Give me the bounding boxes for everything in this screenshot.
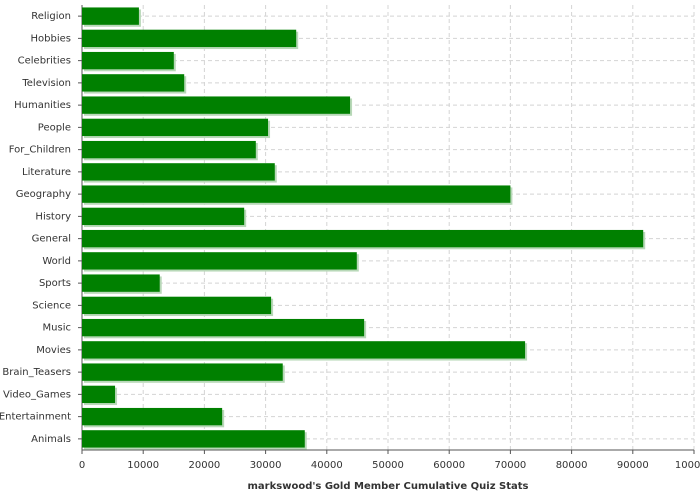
- x-tick-label: 100000: [675, 460, 700, 471]
- y-tick-label: Hobbies: [31, 33, 71, 44]
- bar: [82, 96, 351, 114]
- bar: [82, 229, 644, 248]
- y-tick-label: Humanities: [14, 100, 71, 111]
- y-tick-label: Entertainment: [0, 412, 71, 423]
- bar: [82, 430, 305, 448]
- bar: [82, 407, 223, 426]
- bar: [82, 318, 365, 337]
- y-tick-label: Movies: [36, 345, 71, 356]
- bar: [82, 252, 357, 270]
- y-tick-label: World: [42, 256, 71, 267]
- bar: [82, 274, 160, 292]
- bar: [82, 140, 256, 159]
- y-tick-label: Video_Games: [3, 389, 71, 400]
- y-tick-label: Brain_Teasers: [2, 367, 71, 378]
- y-tick-label: Religion: [31, 11, 71, 22]
- bar: [82, 185, 511, 203]
- y-tick-label: Geography: [16, 189, 71, 200]
- y-tick-label: Literature: [22, 167, 71, 178]
- x-tick-label: 70000: [494, 460, 526, 471]
- x-tick-label: 50000: [372, 460, 404, 471]
- x-tick-label: 0: [79, 460, 85, 471]
- bar: [82, 51, 174, 70]
- y-tick-label: Television: [21, 78, 71, 89]
- x-tick-label: 60000: [433, 460, 465, 471]
- y-tick-label: General: [32, 234, 71, 245]
- bar: [82, 118, 269, 137]
- bar: [82, 74, 185, 92]
- bar: [82, 163, 275, 181]
- y-tick-label: For_Children: [9, 145, 71, 156]
- bar: [82, 207, 245, 226]
- x-axis-label: markswood's Gold Member Cumulative Quiz …: [248, 481, 529, 492]
- bar: [82, 341, 526, 359]
- y-tick-label: Celebrities: [18, 56, 71, 67]
- bar: [82, 385, 116, 404]
- x-tick-label: 10000: [127, 460, 159, 471]
- y-tick-label: People: [38, 122, 71, 133]
- y-tick-label: Animals: [31, 434, 71, 445]
- bar: [82, 363, 283, 381]
- y-tick-label: Sports: [39, 278, 71, 289]
- y-tick-label: History: [35, 211, 71, 222]
- x-tick-label: 80000: [556, 460, 588, 471]
- bar: [82, 29, 297, 48]
- x-tick-label: 30000: [250, 460, 282, 471]
- bar: [82, 296, 272, 315]
- x-tick-label: 90000: [617, 460, 649, 471]
- y-tick-label: Science: [32, 300, 71, 311]
- bar: [82, 7, 139, 25]
- y-tick-label: Music: [43, 323, 71, 334]
- x-tick-label: 40000: [311, 460, 343, 471]
- x-tick-label: 20000: [188, 460, 220, 471]
